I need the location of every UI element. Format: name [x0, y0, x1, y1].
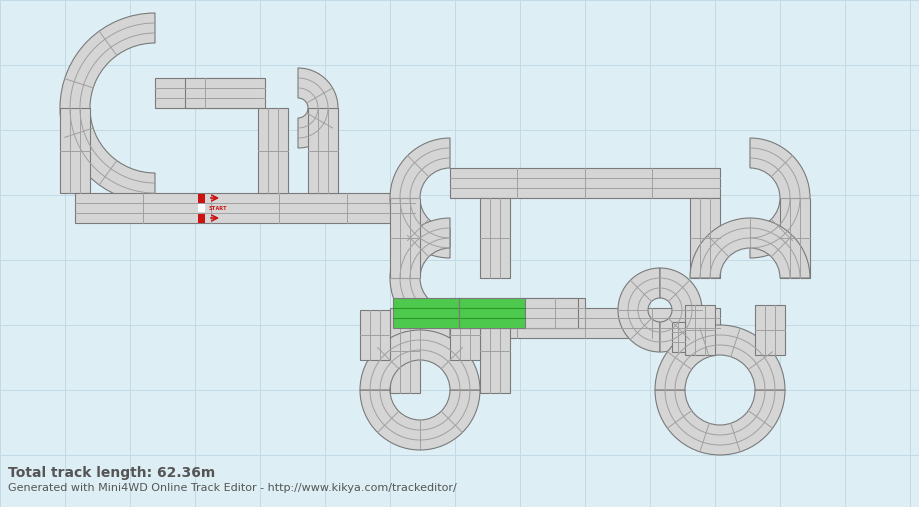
Wedge shape — [654, 325, 784, 390]
Bar — [154, 78, 255, 108]
Bar — [449, 310, 480, 360]
Wedge shape — [659, 268, 701, 352]
Bar — [449, 298, 577, 328]
Bar — [185, 78, 265, 108]
Wedge shape — [359, 330, 480, 390]
Bar — [390, 308, 420, 393]
Wedge shape — [298, 68, 337, 148]
Bar — [459, 298, 525, 328]
Bar — [390, 198, 420, 278]
Bar — [308, 108, 337, 193]
Bar — [198, 214, 205, 223]
Wedge shape — [390, 138, 449, 258]
Text: Total track length: 62.36m: Total track length: 62.36m — [8, 466, 215, 480]
Bar — [257, 108, 288, 193]
Wedge shape — [689, 218, 809, 278]
Bar — [671, 322, 685, 352]
Wedge shape — [359, 390, 480, 450]
Text: START: START — [209, 205, 228, 210]
Bar — [689, 198, 720, 278]
Bar — [198, 204, 205, 212]
Wedge shape — [60, 13, 154, 203]
Bar — [480, 308, 509, 393]
Wedge shape — [618, 268, 659, 352]
Wedge shape — [654, 390, 784, 455]
Wedge shape — [390, 218, 449, 338]
Bar — [449, 308, 720, 338]
Bar — [480, 198, 509, 278]
Bar — [779, 198, 809, 278]
Bar — [60, 108, 90, 193]
Text: Generated with Mini4WD Online Track Editor - http://www.kikya.com/trackeditor/: Generated with Mini4WD Online Track Edit… — [8, 483, 456, 493]
Bar — [754, 305, 784, 355]
Bar — [449, 168, 720, 198]
Bar — [75, 193, 414, 223]
Wedge shape — [749, 138, 809, 258]
Bar — [685, 305, 714, 355]
Bar — [392, 298, 459, 328]
Bar — [359, 310, 390, 360]
Bar — [525, 298, 584, 328]
Bar — [198, 194, 205, 203]
